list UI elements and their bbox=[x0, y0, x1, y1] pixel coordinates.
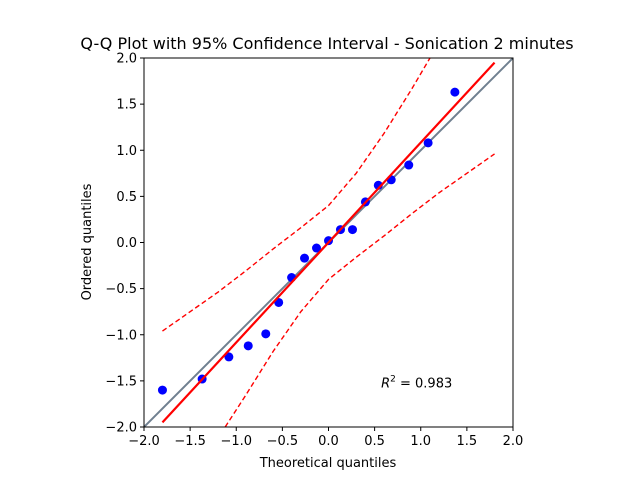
ci-lower-line bbox=[224, 153, 495, 427]
x-axis-ticks: −2.0 −1.5 −1.0 −0.5 0.0 0.5 1.0 1.5 2.0 bbox=[128, 427, 523, 449]
x-tick-label: 0.5 bbox=[364, 434, 385, 449]
data-point bbox=[404, 160, 414, 170]
data-point bbox=[312, 243, 322, 253]
y-tick-label: −1.0 bbox=[105, 328, 137, 343]
data-point bbox=[157, 385, 167, 395]
y-tick-label: 1.5 bbox=[116, 98, 137, 113]
x-tick-label: 2.0 bbox=[503, 434, 524, 449]
r-squared-annotation: R2 = 0.983 bbox=[381, 374, 452, 391]
data-point bbox=[243, 341, 253, 351]
y-tick-label: −2.0 bbox=[105, 421, 137, 436]
x-tick-label: −1.0 bbox=[220, 434, 252, 449]
chart-title: Q-Q Plot with 95% Confidence Interval - … bbox=[80, 34, 573, 53]
x-tick-label: 1.5 bbox=[457, 434, 478, 449]
data-point bbox=[300, 253, 310, 263]
data-point bbox=[450, 87, 460, 97]
x-axis-label: Theoretical quantiles bbox=[259, 456, 397, 471]
y-tick-label: −1.5 bbox=[105, 374, 137, 389]
x-tick-label: −0.5 bbox=[267, 434, 299, 449]
y-tick-label: 0.5 bbox=[116, 190, 137, 205]
data-point bbox=[261, 329, 271, 339]
y-axis-label: Ordered quantiles bbox=[80, 183, 95, 300]
y-axis-ticks: −2.0 −1.5 −1.0 −0.5 0.0 0.5 1.0 1.5 2.0 bbox=[105, 52, 144, 436]
data-point bbox=[347, 225, 357, 235]
y-tick-label: −0.5 bbox=[105, 282, 137, 297]
ci-upper-line bbox=[162, 58, 431, 332]
x-tick-label: −2.0 bbox=[128, 434, 160, 449]
x-tick-label: 1.0 bbox=[410, 434, 431, 449]
y-tick-label: 2.0 bbox=[116, 52, 137, 67]
plot-area bbox=[144, 58, 513, 427]
data-point bbox=[224, 352, 234, 362]
x-tick-label: 0.0 bbox=[318, 434, 339, 449]
y-tick-label: 1.0 bbox=[116, 144, 137, 159]
data-point bbox=[423, 138, 433, 148]
y-tick-label: 0.0 bbox=[116, 236, 137, 251]
x-tick-label: −1.5 bbox=[174, 434, 206, 449]
fit-line bbox=[161, 61, 496, 424]
data-point bbox=[324, 236, 333, 246]
